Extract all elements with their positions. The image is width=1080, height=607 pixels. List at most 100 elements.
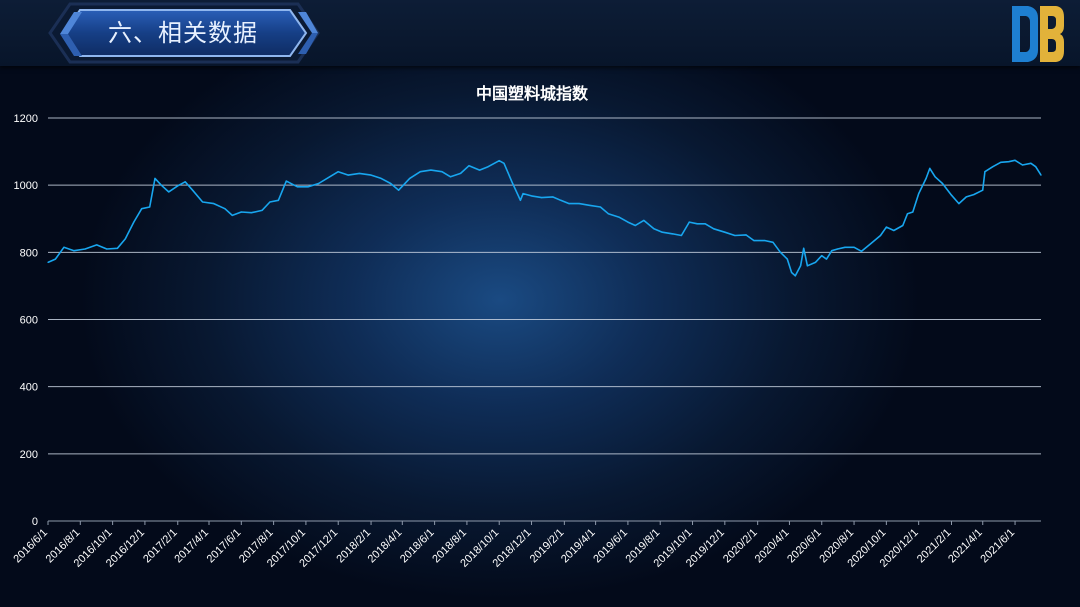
- data-point: [1000, 161, 1002, 163]
- data-point: [84, 248, 86, 250]
- data-point: [893, 229, 895, 232]
- data-point: [285, 180, 287, 182]
- data-point: [958, 203, 960, 205]
- data-point: [552, 196, 554, 198]
- y-tick-label: 0: [32, 516, 38, 528]
- data-point: [1035, 166, 1037, 168]
- left-accent-icon: [60, 12, 82, 34]
- y-tick-label: 1200: [14, 113, 38, 125]
- data-point: [479, 169, 481, 171]
- data-point: [992, 166, 994, 168]
- data-point: [950, 194, 953, 196]
- data-point: [307, 186, 309, 188]
- data-point: [627, 221, 629, 223]
- data-point: [47, 261, 49, 264]
- data-point: [522, 192, 524, 195]
- data-point: [653, 228, 655, 230]
- data-point: [661, 231, 663, 233]
- data-point: [821, 255, 823, 257]
- data-point: [184, 181, 186, 183]
- x-tick-label: 2020/6/1: [785, 527, 824, 566]
- data-point: [503, 162, 505, 164]
- data-point: [704, 223, 706, 225]
- data-point: [419, 171, 421, 173]
- data-point: [261, 209, 263, 211]
- data-point: [912, 211, 914, 213]
- data-point: [869, 243, 872, 245]
- data-point: [213, 203, 215, 205]
- x-tick-label: 2019/4/1: [559, 527, 598, 566]
- right-accent-icon: [298, 12, 318, 33]
- series-layer: [47, 159, 1042, 277]
- data-point: [794, 275, 796, 277]
- data-point: [133, 221, 135, 223]
- data-point: [772, 241, 774, 243]
- data-point: [724, 231, 726, 233]
- data-point: [240, 211, 242, 213]
- data-point: [902, 224, 904, 227]
- data-point: [224, 208, 226, 210]
- data-point: [231, 214, 233, 216]
- series-line: [47, 159, 1042, 277]
- data-point: [764, 239, 766, 242]
- data-point: [390, 182, 392, 185]
- data-point: [106, 248, 108, 250]
- data-point: [973, 193, 975, 196]
- data-point: [618, 216, 620, 218]
- data-point: [468, 165, 470, 167]
- data-point: [318, 182, 320, 185]
- grid-lines: [48, 117, 1041, 522]
- title-frame: [48, 2, 320, 64]
- data-point: [906, 213, 909, 215]
- data-point: [745, 234, 747, 236]
- data-point: [540, 196, 543, 199]
- data-point: [799, 265, 802, 267]
- data-point: [191, 189, 194, 191]
- data-point: [96, 244, 98, 246]
- data-point: [519, 199, 522, 201]
- header-bar: 六、相关数据: [0, 0, 1080, 66]
- data-point: [149, 206, 151, 208]
- x-tick-label: 2020/4/1: [753, 527, 792, 566]
- data-point: [844, 246, 846, 248]
- data-point: [329, 176, 331, 178]
- data-point: [124, 238, 126, 240]
- data-point: [786, 258, 788, 260]
- data-point: [837, 248, 839, 250]
- data-point: [560, 199, 562, 201]
- section-title: 六、相关数据: [108, 19, 258, 47]
- y-tick-label: 600: [20, 315, 38, 327]
- data-point: [1040, 174, 1042, 176]
- data-point: [853, 246, 855, 248]
- data-point: [941, 182, 944, 185]
- data-point: [643, 219, 645, 222]
- data-point: [380, 177, 382, 180]
- y-tick-label: 800: [20, 247, 38, 259]
- data-point: [918, 192, 920, 195]
- data-point: [511, 181, 513, 183]
- data-point: [734, 234, 736, 237]
- data-point: [1014, 159, 1016, 161]
- data-point: [879, 234, 882, 237]
- data-point: [885, 226, 887, 228]
- data-point: [831, 250, 833, 252]
- data-point: [713, 228, 715, 230]
- data-point: [296, 186, 299, 188]
- data-point: [825, 258, 828, 260]
- x-tick-label: 2017/4/1: [172, 527, 211, 566]
- data-point: [397, 189, 400, 191]
- data-point: [530, 195, 533, 197]
- data-point: [54, 258, 57, 260]
- data-point: [487, 166, 489, 168]
- data-point: [925, 177, 927, 180]
- data-point: [860, 250, 863, 252]
- chart-title: 中国塑料城指数: [476, 84, 589, 103]
- y-tick-label: 200: [20, 449, 38, 461]
- data-point: [672, 233, 674, 235]
- data-point: [634, 224, 636, 227]
- x-tick-label: 2017/6/1: [205, 527, 244, 566]
- data-point: [449, 176, 452, 178]
- data-point: [790, 271, 793, 274]
- data-point: [1030, 162, 1032, 164]
